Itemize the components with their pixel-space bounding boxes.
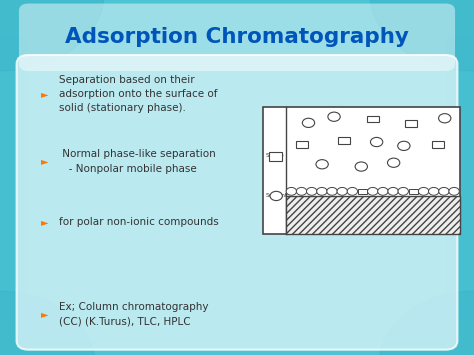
Bar	[286, 196, 460, 234]
Bar	[338, 137, 350, 144]
Bar	[432, 141, 444, 148]
Circle shape	[0, 0, 104, 71]
Circle shape	[316, 160, 328, 169]
Text: Solvent: Solvent	[265, 193, 288, 198]
Text: Normal phase-like separation
   - Nonpolar mobile phase: Normal phase-like separation - Nonpolar …	[59, 149, 216, 174]
Circle shape	[439, 187, 449, 195]
Circle shape	[302, 118, 315, 127]
Text: Ex; Column chromatography
(CC) (K.Turus), TLC, HPLC: Ex; Column chromatography (CC) (K.Turus)…	[59, 302, 209, 326]
Circle shape	[438, 114, 451, 123]
Circle shape	[270, 191, 283, 201]
Circle shape	[449, 187, 459, 195]
Circle shape	[307, 187, 317, 195]
Text: Adsorption Chromatography: Adsorption Chromatography	[65, 27, 409, 47]
Circle shape	[317, 187, 327, 195]
Text: Solute: Solute	[265, 153, 284, 158]
Text: Separation based on their
adsorption onto the surface of
solid (stationary phase: Separation based on their adsorption ont…	[59, 75, 218, 114]
Circle shape	[367, 187, 378, 195]
Text: ►: ►	[41, 309, 49, 319]
Circle shape	[370, 0, 474, 71]
Bar	[269, 152, 283, 161]
Circle shape	[378, 187, 388, 195]
Circle shape	[296, 187, 307, 195]
Bar	[409, 190, 418, 194]
Circle shape	[328, 112, 340, 121]
Bar	[358, 190, 367, 194]
Circle shape	[286, 187, 297, 195]
Circle shape	[388, 187, 398, 195]
Circle shape	[398, 141, 410, 151]
FancyBboxPatch shape	[19, 4, 455, 71]
Circle shape	[387, 158, 400, 167]
Circle shape	[371, 137, 383, 147]
Bar	[263, 106, 460, 234]
Bar	[0, 36, 28, 320]
Circle shape	[379, 291, 474, 355]
Circle shape	[0, 291, 95, 355]
Circle shape	[419, 187, 429, 195]
Text: ►: ►	[41, 89, 49, 99]
Circle shape	[428, 187, 439, 195]
Circle shape	[337, 187, 347, 195]
Text: ►: ►	[41, 217, 49, 227]
Circle shape	[327, 187, 337, 195]
Bar	[367, 115, 379, 122]
Text: for polar non-ionic compounds: for polar non-ionic compounds	[59, 217, 219, 227]
Circle shape	[347, 187, 357, 195]
Circle shape	[398, 187, 409, 195]
FancyBboxPatch shape	[17, 55, 457, 350]
Bar	[404, 120, 417, 127]
Bar	[446, 36, 474, 320]
Circle shape	[355, 162, 367, 171]
Bar	[295, 141, 308, 148]
Text: ►: ►	[41, 157, 49, 166]
